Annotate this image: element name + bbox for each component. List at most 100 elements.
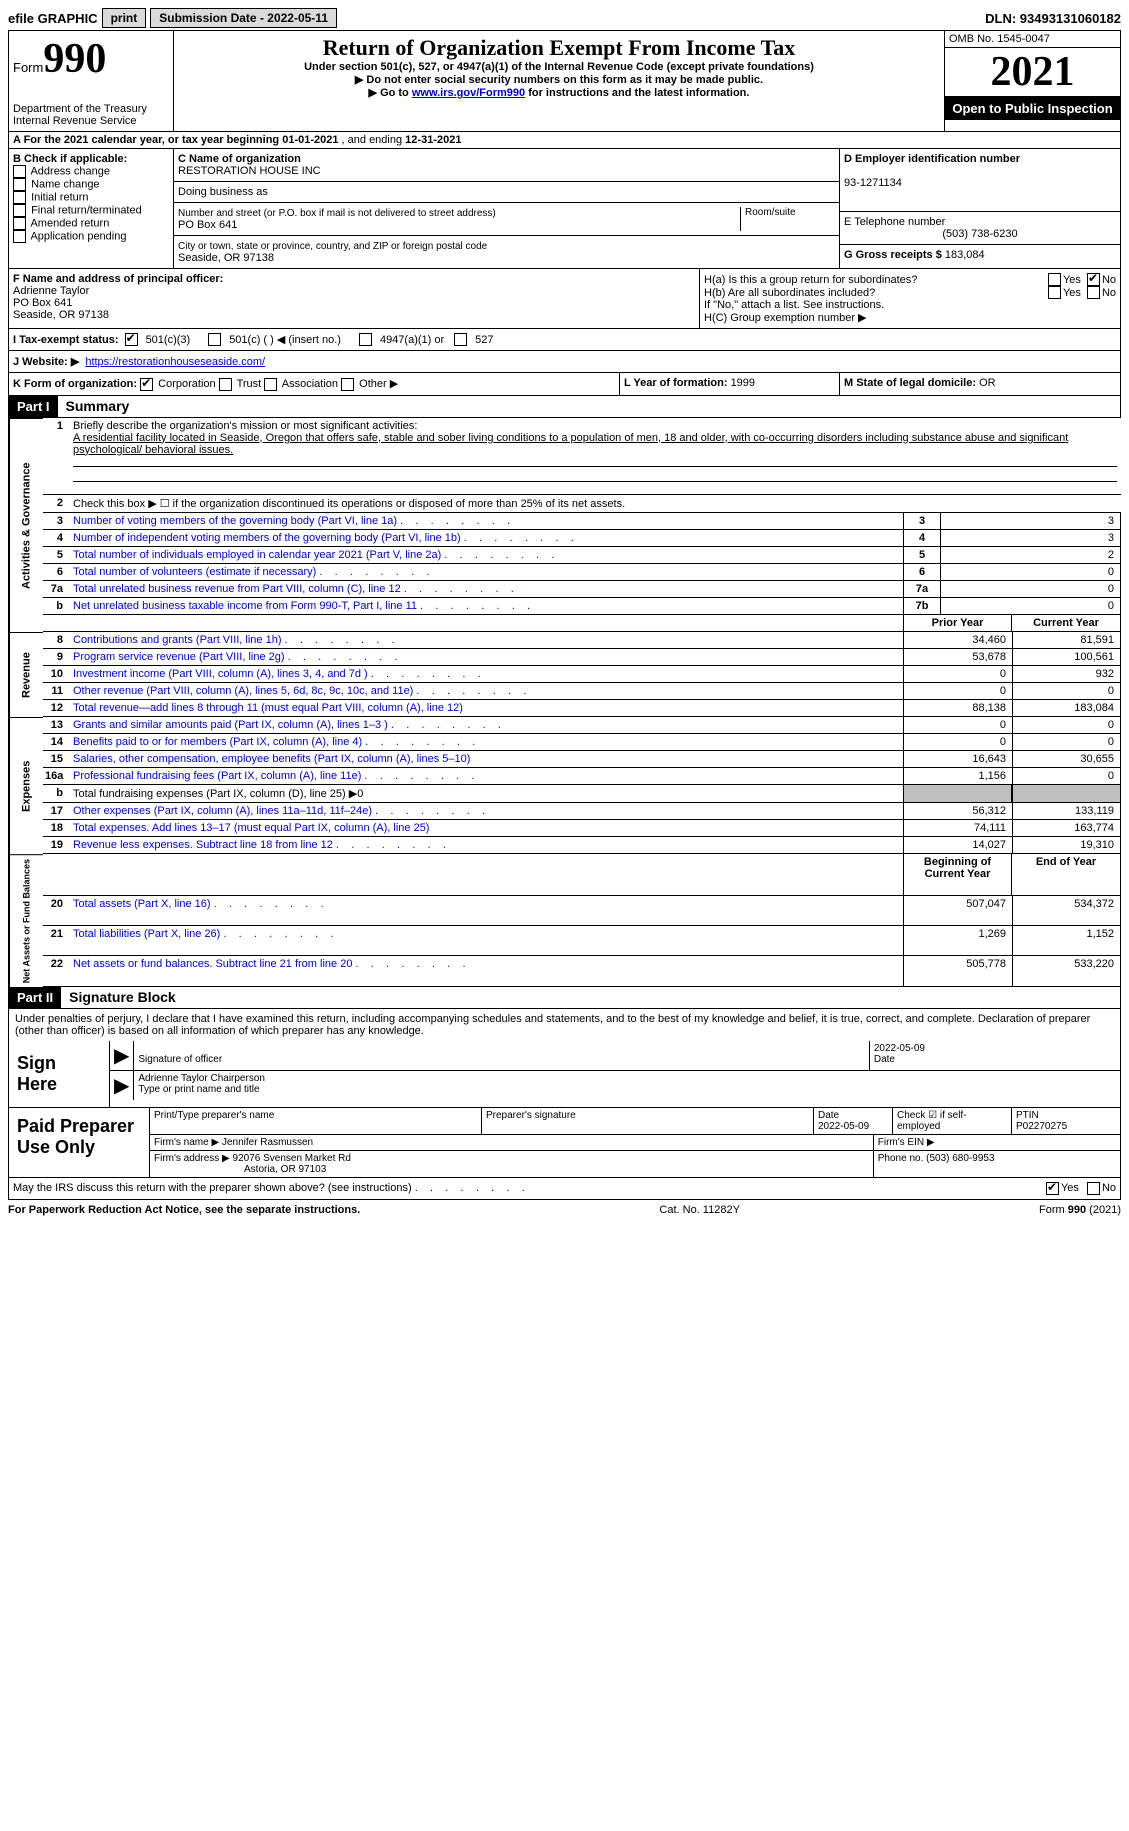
chk-pending[interactable] <box>13 230 26 243</box>
line18-curr: 163,774 <box>1012 820 1121 837</box>
part2-header-row: Part II Signature Block <box>8 987 1121 1009</box>
check-self: Check ☑ if self-employed <box>893 1108 1012 1134</box>
line15-curr: 30,655 <box>1012 751 1121 768</box>
form-number: 990 <box>43 36 106 82</box>
city-row: City or town, state or province, country… <box>174 236 839 268</box>
chk-initial[interactable] <box>13 191 26 204</box>
chk-assoc[interactable] <box>264 378 277 391</box>
sig-date: 2022-05-09 <box>874 1043 925 1054</box>
form-ref-num: 990 <box>1068 1204 1086 1216</box>
print-button[interactable]: print <box>102 8 147 28</box>
line18-vals: 74,111163,774 <box>903 820 1121 837</box>
line7b-box: 7b <box>903 598 941 615</box>
row-a: A For the 2021 calendar year, or tax yea… <box>8 132 1121 149</box>
line9-vals: 53,678100,561 <box>903 649 1121 666</box>
ein-row: D Employer identification number 93-1271… <box>840 149 1120 212</box>
j-label: J Website: ▶ <box>13 355 79 368</box>
firm-phone: (503) 680-9953 <box>926 1153 994 1164</box>
line2-num: 2 <box>43 495 69 513</box>
line11-desc: Other revenue (Part VIII, column (A), li… <box>69 683 903 700</box>
year-formation: 1999 <box>731 377 755 389</box>
mission-text: A residential facility located in Seasid… <box>73 432 1068 456</box>
line1-label: Briefly describe the organization's miss… <box>73 420 417 432</box>
chk-amended[interactable] <box>13 217 26 230</box>
vtext-revenue: Revenue <box>9 632 43 717</box>
discuss-yes[interactable] <box>1046 1182 1059 1195</box>
chk-501c[interactable] <box>208 333 221 346</box>
line2-text: Check this box ▶ ☐ if the organization d… <box>69 495 1121 513</box>
opt-other: Other ▶ <box>359 378 398 390</box>
line10-vals: 0932 <box>903 666 1121 683</box>
arrow-icon-2: ▶ <box>110 1071 133 1100</box>
line20-curr: 534,372 <box>1012 896 1121 926</box>
line16a-curr: 0 <box>1012 768 1121 785</box>
line4-num: 4 <box>43 530 69 547</box>
chk-4947[interactable] <box>359 333 372 346</box>
form-header: Form990 Department of the Treasury Inter… <box>8 30 1121 132</box>
prep-row-3: Firm's address ▶ 92076 Svensen Market Rd… <box>150 1151 1120 1177</box>
line10-desc: Investment income (Part VIII, column (A)… <box>69 666 903 683</box>
gross-row: G Gross receipts $ 183,084 <box>840 245 1120 265</box>
line19-prior: 14,027 <box>903 837 1012 854</box>
line15-vals: 16,64330,655 <box>903 751 1121 768</box>
chk-527[interactable] <box>454 333 467 346</box>
form990-link[interactable]: www.irs.gov/Form990 <box>412 87 525 99</box>
chk-501c3[interactable] <box>125 333 138 346</box>
ha-label: H(a) Is this a group return for subordin… <box>704 274 1048 286</box>
blank-desc <box>69 615 903 632</box>
line16b-num: b <box>43 785 69 803</box>
sig-officer-field: Signature of officer <box>133 1041 868 1070</box>
m-label: M State of legal domicile: <box>844 377 979 389</box>
ha-no[interactable] <box>1087 273 1100 286</box>
title-cell: Return of Organization Exempt From Incom… <box>174 31 945 131</box>
line12-vals: 88,138183,084 <box>903 700 1121 717</box>
opt-pending: Application pending <box>30 230 126 242</box>
addr-row: Number and street (or P.O. box if mail i… <box>174 203 839 236</box>
chk-final[interactable] <box>13 204 26 217</box>
sig-row-2: ▶ Adrienne Taylor ChairpersonType or pri… <box>110 1071 1120 1100</box>
sig-date-field: 2022-05-09Date <box>869 1041 1120 1070</box>
chk-address[interactable] <box>13 165 26 178</box>
blank-desc2 <box>69 854 903 896</box>
blank-num2 <box>43 854 69 896</box>
line13-num: 13 <box>43 717 69 734</box>
line20-prior: 507,047 <box>903 896 1012 926</box>
submission-date: Submission Date - 2022-05-11 <box>150 8 337 28</box>
hb-yes[interactable] <box>1048 286 1061 299</box>
chk-trust[interactable] <box>219 378 232 391</box>
line19-curr: 19,310 <box>1012 837 1121 854</box>
line9-curr: 100,561 <box>1012 649 1121 666</box>
line22-vals: 505,778533,220 <box>903 956 1121 986</box>
ha-yes[interactable] <box>1048 273 1061 286</box>
chk-name[interactable] <box>13 178 26 191</box>
line19-desc: Revenue less expenses. Subtract line 18 … <box>69 837 903 854</box>
opt-name: Name change <box>31 178 100 190</box>
line10-num: 10 <box>43 666 69 683</box>
prep-date-cell: Date2022-05-09 <box>814 1108 893 1134</box>
line20-num: 20 <box>43 896 69 926</box>
part1-title: Summary <box>58 398 130 414</box>
hb-no[interactable] <box>1087 286 1100 299</box>
line12-prior: 88,138 <box>903 700 1012 717</box>
summary-table: Activities & Governance 1 Briefly descri… <box>8 418 1121 987</box>
d-label: D Employer identification number <box>844 153 1020 165</box>
line4-desc: Number of independent voting members of … <box>69 530 903 547</box>
chk-other[interactable] <box>341 378 354 391</box>
chk-corp[interactable] <box>140 378 153 391</box>
goto-prefix: ▶ Go to <box>369 87 412 99</box>
line12-num: 12 <box>43 700 69 717</box>
boy-header: Beginning of Current Year <box>903 854 1012 896</box>
line5-box: 5 <box>903 547 941 564</box>
org-name: RESTORATION HOUSE INC <box>178 165 321 177</box>
sign-here-label: Sign Here <box>9 1041 109 1107</box>
opt-4947: 4947(a)(1) or <box>380 334 444 346</box>
k-label: K Form of organization: <box>13 378 137 390</box>
opt-final: Final return/terminated <box>31 204 142 216</box>
col-c: C Name of organization RESTORATION HOUSE… <box>174 149 840 268</box>
yes-3: Yes <box>1061 1182 1079 1194</box>
discuss-no[interactable] <box>1087 1182 1100 1195</box>
penalty-text: Under penalties of perjury, I declare th… <box>9 1009 1120 1041</box>
ptin-label: PTIN <box>1016 1110 1039 1121</box>
website-link[interactable]: https://restorationhouseseaside.com/ <box>85 356 265 368</box>
preparer-block: Paid Preparer Use Only Print/Type prepar… <box>8 1108 1121 1178</box>
